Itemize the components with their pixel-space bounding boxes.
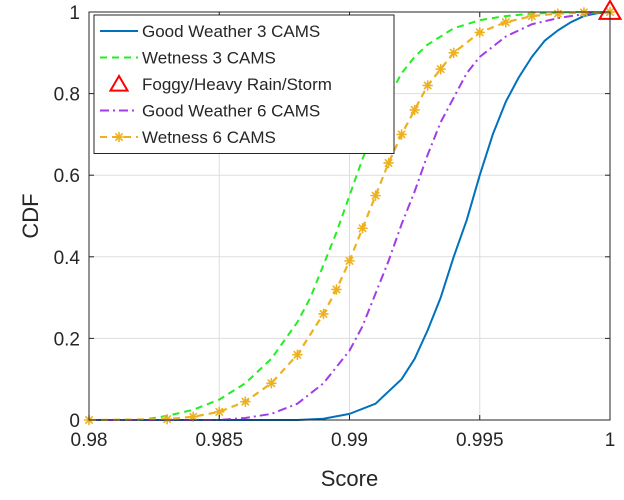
y-tick-label: 0.4 [54,248,81,269]
series-good-weather-6-cams [89,11,611,421]
y-tick-label: 0 [69,411,80,432]
legend-item: Wetness 3 CAMS [100,49,276,68]
legend-item: Foggy/Heavy Rain/Storm [108,74,332,94]
ticks [88,11,611,421]
legend-label: Foggy/Heavy Rain/Storm [142,75,332,94]
series-good-weather-3-cams [89,11,611,421]
legend-label: Good Weather 3 CAMS [142,22,320,41]
series-line [88,10,611,422]
data-point [240,396,251,407]
data-point [266,377,277,389]
y-tick-label: 0.2 [54,329,80,350]
data-point [435,63,446,75]
x-tick-label: 0.995 [456,430,504,451]
data-point [526,10,538,22]
x-tick-label: 0.985 [195,430,243,451]
data-point [344,255,355,267]
data-point [500,16,512,28]
data-point [370,190,381,201]
legend-item: Wetness 6 CAMS [100,128,276,147]
data-point [383,157,394,169]
x-tick-label: 0.98 [71,430,108,451]
legend: Good Weather 3 CAMS Wetness 3 CAMS Foggy/H… [93,14,395,154]
x-axis-label: Score [321,466,378,491]
tick-labels: 0.98 0.985 0.99 0.995 1 0 0.2 0.4 0.6 0.8 1 [54,3,616,451]
series-wetness-3-cams [89,11,610,421]
x-tick-label: 0.99 [331,430,368,451]
data-point [552,8,564,19]
series-layer [83,0,623,426]
data-point [474,27,486,38]
legend-box [93,14,395,154]
data-point [292,349,303,361]
x-tick-label: 1 [605,430,616,451]
series-line [89,11,611,421]
data-point [357,222,368,234]
legend-label: Wetness 6 CAMS [142,128,276,147]
legend-label: Good Weather 6 CAMS [142,102,320,121]
data-point [448,47,460,59]
y-tick-label: 1 [69,3,80,24]
data-point [161,413,173,425]
data-point [409,104,420,116]
y-axis-label: CDF [18,193,43,238]
legend-item: Good Weather 6 CAMS [100,102,320,121]
data-point [422,80,433,91]
series-line [89,11,610,421]
data-point [396,129,407,140]
series-line [89,11,611,421]
legend-label: Wetness 3 CAMS [142,49,276,68]
data-point [213,406,225,418]
legend-marker-swatch [113,131,125,143]
data-point [331,284,342,295]
legend-item: Good Weather 3 CAMS [100,22,320,41]
y-tick-label: 0.8 [54,85,80,106]
y-tick-label: 0.6 [54,166,80,187]
legend-marker-swatch [108,74,130,92]
data-point [318,308,329,320]
